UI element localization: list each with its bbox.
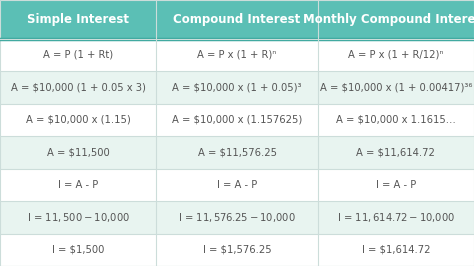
Text: A = $11,500: A = $11,500	[47, 147, 109, 157]
Text: I = $1,500: I = $1,500	[52, 245, 104, 255]
Bar	[318, 71, 474, 103]
Bar	[156, 136, 318, 169]
Bar	[156, 39, 318, 71]
Bar	[318, 136, 474, 169]
Bar	[318, 103, 474, 136]
Bar	[0, 201, 156, 234]
Bar	[0, 39, 156, 71]
Text: A = P (1 + Rt): A = P (1 + Rt)	[43, 50, 113, 60]
Bar	[318, 0, 474, 39]
Bar	[318, 39, 474, 71]
Text: I = A - P: I = A - P	[217, 180, 257, 190]
Bar	[0, 169, 156, 201]
Text: I = $11,576.25 - $10,000: I = $11,576.25 - $10,000	[178, 211, 296, 224]
Bar	[156, 0, 318, 39]
Bar	[0, 234, 156, 266]
Bar	[0, 136, 156, 169]
Bar	[318, 234, 474, 266]
Bar	[0, 0, 156, 39]
Text: A = $10,000 x (1 + 0.00417)³⁶: A = $10,000 x (1 + 0.00417)³⁶	[319, 82, 472, 92]
Text: I = $1,614.72: I = $1,614.72	[362, 245, 430, 255]
Text: A = P x (1 + R)ⁿ: A = P x (1 + R)ⁿ	[197, 50, 277, 60]
Text: A = P x (1 + R/12)ⁿ: A = P x (1 + R/12)ⁿ	[348, 50, 444, 60]
Text: I = $11,614.72 - $10,000: I = $11,614.72 - $10,000	[337, 211, 455, 224]
Text: I = $1,576.25: I = $1,576.25	[203, 245, 271, 255]
Bar	[156, 71, 318, 103]
Bar	[156, 103, 318, 136]
Text: A = $11,614.72: A = $11,614.72	[356, 147, 435, 157]
Text: Monthly Compound Interest: Monthly Compound Interest	[303, 13, 474, 26]
Bar	[0, 71, 156, 103]
Bar	[318, 201, 474, 234]
Bar	[156, 234, 318, 266]
Text: A = $10,000 (1 + 0.05 x 3): A = $10,000 (1 + 0.05 x 3)	[11, 82, 146, 92]
Text: I = A - P: I = A - P	[376, 180, 416, 190]
Bar	[156, 201, 318, 234]
Bar	[0, 103, 156, 136]
Text: Compound Interest: Compound Interest	[173, 13, 301, 26]
Text: A = $10,000 x (1.15): A = $10,000 x (1.15)	[26, 115, 130, 125]
Text: I = $11,500 - $10,000: I = $11,500 - $10,000	[27, 211, 130, 224]
Text: A = $10,000 x (1 + 0.05)³: A = $10,000 x (1 + 0.05)³	[172, 82, 302, 92]
Text: A = $10,000 x 1.1615…: A = $10,000 x 1.1615…	[336, 115, 456, 125]
Text: I = A - P: I = A - P	[58, 180, 98, 190]
Text: A = $11,576.25: A = $11,576.25	[198, 147, 276, 157]
Bar	[318, 169, 474, 201]
Bar	[156, 169, 318, 201]
Text: A = $10,000 x (1.157625): A = $10,000 x (1.157625)	[172, 115, 302, 125]
Text: Simple Interest: Simple Interest	[27, 13, 129, 26]
